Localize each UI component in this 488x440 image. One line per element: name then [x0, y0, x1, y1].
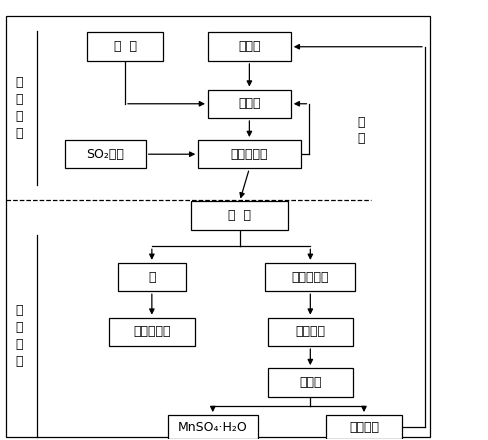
Bar	[87, 33, 163, 61]
Bar	[190, 202, 288, 230]
Bar	[118, 263, 185, 291]
Text: 菱  锰: 菱 锰	[113, 40, 136, 53]
Text: SO₂废气: SO₂废气	[86, 148, 124, 161]
Bar	[65, 140, 145, 169]
Text: MnSO₄·H₂O: MnSO₄·H₂O	[178, 421, 247, 433]
Text: 矿浆槽: 矿浆槽	[238, 97, 260, 110]
Text: 脱
硫
过
程: 脱 硫 过 程	[16, 76, 23, 140]
Text: 净
化
过
程: 净 化 过 程	[16, 304, 23, 368]
Text: 净化后填埋: 净化后填埋	[133, 325, 170, 338]
Bar	[198, 140, 300, 169]
Text: 净化除杂: 净化除杂	[295, 325, 325, 338]
Bar	[207, 89, 290, 118]
Text: 热结晶: 热结晶	[299, 376, 321, 389]
Text: 结晶后液: 结晶后液	[348, 421, 378, 433]
Bar	[109, 318, 194, 346]
Bar	[325, 415, 401, 439]
Text: 循
环: 循 环	[357, 116, 365, 145]
Text: 渣: 渣	[148, 271, 155, 283]
Bar	[207, 33, 290, 61]
Text: 过  滤: 过 滤	[228, 209, 251, 222]
Bar	[267, 318, 352, 346]
Bar	[5, 16, 429, 437]
Bar	[167, 415, 257, 439]
Text: 软锰矿: 软锰矿	[238, 40, 260, 53]
Bar	[264, 263, 355, 291]
Bar	[267, 368, 352, 396]
Text: 硫酸锰溶液: 硫酸锰溶液	[291, 271, 328, 283]
Text: 填料吸收塔: 填料吸收塔	[230, 148, 267, 161]
